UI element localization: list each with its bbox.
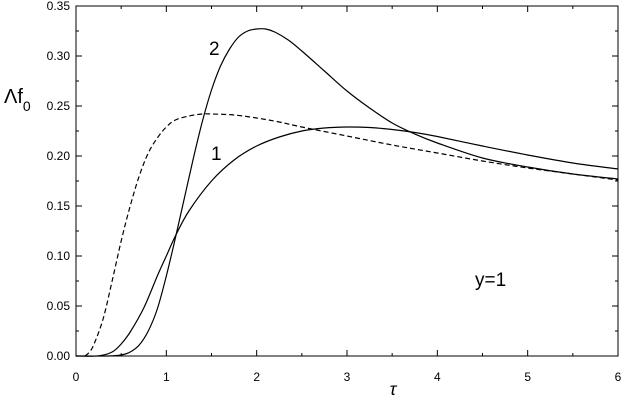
y-tick-label: 0.00 bbox=[47, 349, 71, 363]
x-tick-label: 5 bbox=[524, 370, 531, 384]
series-line-1 bbox=[75, 126, 619, 357]
parameter-annotation: y=1 bbox=[475, 270, 506, 291]
curve-1-label: 1 bbox=[211, 144, 222, 165]
series-layer bbox=[75, 28, 619, 357]
x-tick-label: 6 bbox=[615, 370, 621, 384]
y-tick-label: 0.30 bbox=[47, 49, 71, 63]
plot-frame bbox=[75, 5, 619, 357]
y-axis-label-main: Λf bbox=[4, 86, 23, 108]
y-tick-label: 0.10 bbox=[47, 249, 71, 263]
series-line-2 bbox=[75, 28, 619, 357]
y-tick-label: 0.20 bbox=[47, 149, 71, 163]
x-tick-label: 0 bbox=[73, 370, 80, 384]
x-tick-label: 4 bbox=[434, 370, 441, 384]
x-tick-label: 2 bbox=[253, 370, 260, 384]
x-tick-label: 3 bbox=[344, 370, 351, 384]
y-tick-label: 0.15 bbox=[47, 199, 71, 213]
x-axis-label: τ bbox=[390, 379, 398, 399]
y-tick-label: 0.35 bbox=[47, 0, 71, 13]
y-axis-label-subscript: 0 bbox=[23, 98, 31, 114]
axis-ticks bbox=[75, 5, 619, 357]
y-axis-label: Λf0 bbox=[4, 86, 31, 114]
y-tick-label: 0.25 bbox=[47, 99, 71, 113]
curve-2-label: 2 bbox=[209, 39, 220, 60]
y-tick-label: 0.05 bbox=[47, 299, 71, 313]
x-tick-label: 1 bbox=[163, 370, 170, 384]
tick-labels: 0 1 2 3 4 5 6 0.00 0.05 0.10 0.15 0.20 0.25 0.30 0.35 bbox=[47, 0, 621, 384]
series-line-dashed bbox=[84, 113, 619, 357]
